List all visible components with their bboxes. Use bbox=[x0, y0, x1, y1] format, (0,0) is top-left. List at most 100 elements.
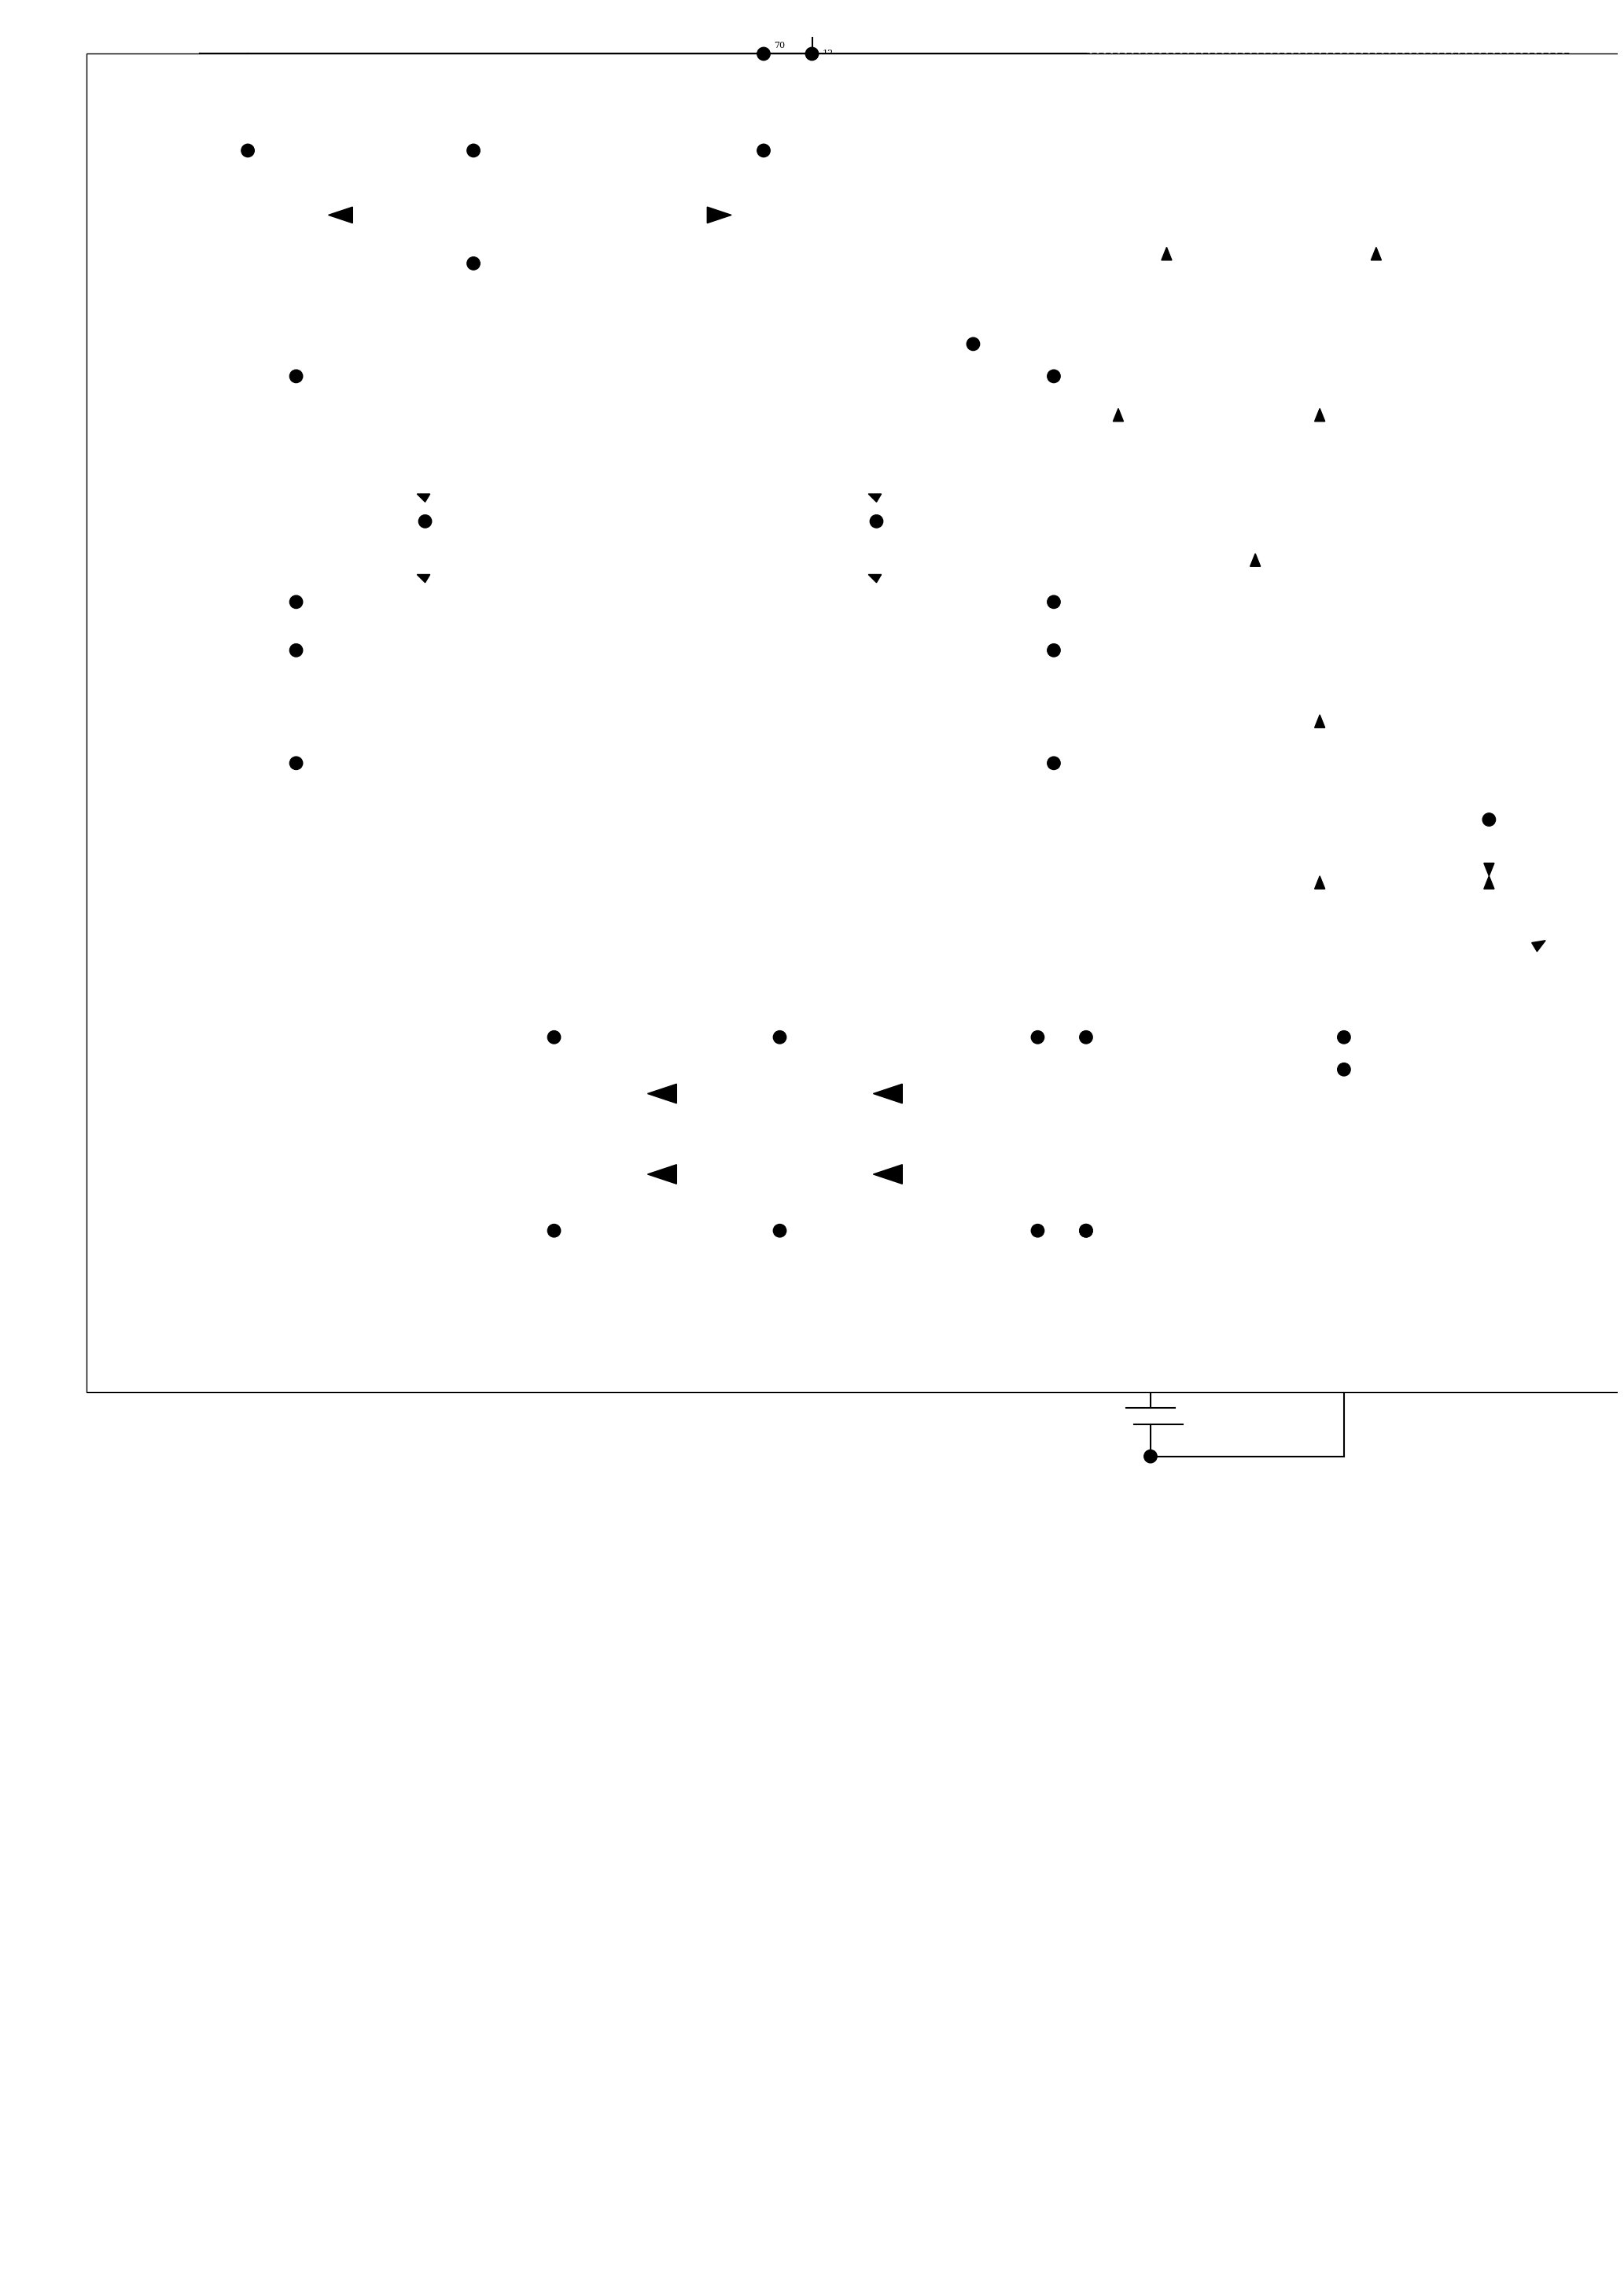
Polygon shape bbox=[1371, 247, 1382, 260]
Polygon shape bbox=[328, 208, 352, 224]
Bar bbox=[1086, 1151, 1440, 1375]
Bar bbox=[1231, 441, 1408, 553]
Circle shape bbox=[806, 48, 818, 59]
Circle shape bbox=[1338, 1030, 1351, 1044]
Polygon shape bbox=[869, 576, 882, 582]
Circle shape bbox=[773, 1030, 786, 1044]
Text: 6: 6 bbox=[648, 388, 653, 397]
Polygon shape bbox=[1484, 877, 1494, 888]
Circle shape bbox=[547, 1224, 560, 1238]
Polygon shape bbox=[1112, 409, 1124, 420]
Bar bbox=[216, 119, 893, 345]
Text: 69: 69 bbox=[838, 123, 849, 130]
Bar bbox=[86, 55, 1624, 1391]
Bar bbox=[1005, 55, 1570, 585]
Text: 42: 42 bbox=[775, 356, 786, 363]
Text: 87: 87 bbox=[1030, 420, 1041, 429]
Polygon shape bbox=[648, 1085, 677, 1103]
Text: 67: 67 bbox=[565, 178, 577, 187]
Circle shape bbox=[468, 258, 481, 270]
Polygon shape bbox=[1250, 553, 1260, 566]
Text: 73: 73 bbox=[1515, 904, 1527, 911]
Polygon shape bbox=[417, 493, 430, 502]
Circle shape bbox=[1143, 1450, 1156, 1462]
Text: 86: 86 bbox=[1104, 1131, 1116, 1137]
Circle shape bbox=[419, 514, 432, 528]
Text: 7: 7 bbox=[648, 662, 653, 671]
Polygon shape bbox=[417, 576, 430, 582]
Polygon shape bbox=[648, 1165, 677, 1183]
Circle shape bbox=[242, 144, 255, 158]
Bar bbox=[200, 55, 1086, 425]
Text: 82: 82 bbox=[1030, 73, 1043, 82]
Text: 85: 85 bbox=[1086, 1364, 1098, 1373]
Circle shape bbox=[757, 48, 770, 59]
Text: 60: 60 bbox=[521, 1016, 533, 1026]
Polygon shape bbox=[874, 1085, 903, 1103]
Text: MIX: MIX bbox=[1244, 653, 1265, 662]
Circle shape bbox=[757, 144, 770, 158]
Circle shape bbox=[1483, 813, 1496, 827]
Polygon shape bbox=[1182, 1254, 1296, 1352]
Text: 77: 77 bbox=[919, 210, 931, 219]
Polygon shape bbox=[1314, 715, 1325, 729]
Text: 65: 65 bbox=[403, 178, 414, 187]
Text: 83: 83 bbox=[1416, 534, 1427, 541]
Text: -: - bbox=[1229, 1322, 1233, 1334]
Circle shape bbox=[870, 514, 883, 528]
Bar bbox=[296, 361, 1054, 619]
Circle shape bbox=[1080, 1224, 1093, 1238]
Text: 36: 36 bbox=[296, 363, 307, 372]
Circle shape bbox=[1047, 756, 1060, 770]
Circle shape bbox=[1031, 1030, 1044, 1044]
Bar bbox=[1215, 925, 1424, 1037]
Text: FIG. 2: FIG. 2 bbox=[135, 754, 193, 772]
Text: 75: 75 bbox=[1515, 1042, 1527, 1048]
Text: 84: 84 bbox=[1416, 420, 1427, 429]
Circle shape bbox=[1047, 596, 1060, 608]
Polygon shape bbox=[706, 208, 731, 224]
Polygon shape bbox=[1531, 941, 1546, 952]
Text: 10: 10 bbox=[200, 210, 211, 219]
Text: 81: 81 bbox=[1129, 656, 1140, 662]
Text: 41: 41 bbox=[216, 340, 227, 347]
Bar bbox=[1150, 603, 1359, 715]
Text: 61: 61 bbox=[296, 637, 307, 646]
Circle shape bbox=[289, 596, 302, 608]
Polygon shape bbox=[1484, 863, 1494, 877]
Text: 9: 9 bbox=[567, 324, 573, 331]
Circle shape bbox=[1080, 1224, 1093, 1238]
Text: 41: 41 bbox=[177, 276, 188, 283]
Circle shape bbox=[773, 1224, 786, 1238]
Text: 64: 64 bbox=[307, 662, 318, 671]
Bar bbox=[296, 635, 1054, 779]
Text: 4: 4 bbox=[148, 621, 154, 630]
Circle shape bbox=[1338, 1062, 1351, 1076]
Bar bbox=[521, 1037, 1038, 1199]
Text: 12: 12 bbox=[822, 50, 833, 57]
Text: 5: 5 bbox=[503, 388, 508, 397]
Text: 50: 50 bbox=[451, 1137, 463, 1147]
Text: DRIVER: DRIVER bbox=[1148, 187, 1186, 194]
Text: 92: 92 bbox=[1265, 573, 1276, 582]
Text: 40: 40 bbox=[356, 1115, 367, 1121]
Text: 4: 4 bbox=[374, 452, 380, 461]
Text: 91: 91 bbox=[1371, 633, 1382, 642]
Text: DRIVER: DRIVER bbox=[1358, 187, 1395, 194]
Text: +: + bbox=[1228, 1274, 1236, 1284]
Text: 68: 68 bbox=[710, 178, 721, 187]
Circle shape bbox=[547, 1030, 560, 1044]
Text: 70: 70 bbox=[775, 41, 786, 50]
Text: 74: 74 bbox=[1199, 920, 1210, 927]
Text: +: + bbox=[1114, 491, 1122, 502]
Circle shape bbox=[289, 644, 302, 658]
Circle shape bbox=[1031, 1224, 1044, 1238]
Text: 3: 3 bbox=[906, 614, 911, 621]
Text: 11: 11 bbox=[807, 251, 817, 260]
Text: COMPARATOR: COMPARATOR bbox=[1234, 347, 1309, 356]
Text: 11: 11 bbox=[216, 123, 227, 130]
Polygon shape bbox=[1314, 877, 1325, 888]
Polygon shape bbox=[1161, 247, 1173, 260]
Circle shape bbox=[468, 144, 481, 158]
Circle shape bbox=[1047, 644, 1060, 658]
